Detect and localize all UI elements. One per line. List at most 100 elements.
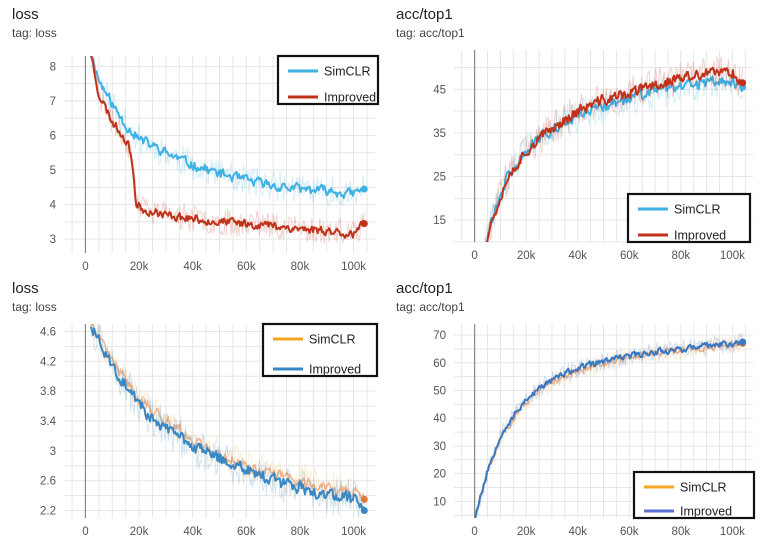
x-tick-label: 0	[82, 261, 88, 273]
series-raw-line	[90, 56, 365, 207]
x-tick-label: 20k	[517, 250, 536, 262]
legend-label: SimCLR	[309, 333, 356, 347]
legend-box	[261, 322, 379, 378]
series-line	[89, 326, 366, 511]
x-tick-label: 60k	[237, 526, 256, 538]
series-end-marker	[739, 79, 747, 87]
y-tick-label: 35	[433, 128, 446, 140]
y-tick-label: 4.6	[40, 326, 56, 338]
acc-chart-bottom: 0 20k 40k 60k 80k 100k 10 20 30 40 50 60 70 SimCLR Imp…	[433, 324, 756, 538]
series-line	[90, 56, 366, 239]
series-end-marker	[360, 507, 368, 515]
x-tick-label: 60k	[620, 250, 639, 262]
legend: SimCLR Improved	[276, 54, 380, 106]
y-tick-label: 20	[433, 469, 446, 481]
x-tick-label: 100k	[720, 250, 745, 262]
y-tick-label: 40	[433, 413, 446, 425]
x-tick-label: 100k	[720, 526, 745, 538]
chart-title: loss	[12, 6, 39, 23]
x-tick-label: 20k	[130, 526, 149, 538]
series-layer	[484, 55, 744, 242]
chart-title: loss	[12, 280, 39, 297]
y-tick-label: 2.2	[40, 506, 56, 518]
y-tick-label: 25	[433, 172, 446, 184]
x-tick-label: 20k	[130, 261, 149, 273]
series-layer	[90, 56, 366, 244]
x-tick-label: 0	[471, 526, 477, 538]
chart-panel-loss-top: loss tag: loss 0 20k 40k 60k 80k 100k 3 4 5 6 7 8 Si…	[12, 6, 387, 278]
series-line	[90, 56, 366, 200]
x-tick-label: 40k	[568, 526, 587, 538]
series-line	[474, 340, 743, 518]
y-tick-label: 2.6	[40, 476, 56, 488]
y-tick-label: 7	[50, 96, 56, 108]
legend-label: Improved	[324, 91, 376, 105]
y-tick-label: 6	[50, 130, 56, 142]
x-tick-label: 40k	[183, 526, 202, 538]
legend: SimCLR Improved	[632, 470, 756, 520]
series-raw-line	[90, 324, 365, 514]
x-tick-label: 100k	[341, 261, 366, 273]
legend-label: Improved	[680, 505, 732, 519]
series-end-marker	[360, 185, 368, 193]
series-raw-line	[484, 55, 744, 242]
chart-subtitle: tag: acc/top1	[396, 26, 465, 40]
x-tick-label: 80k	[291, 261, 310, 273]
series-end-marker	[739, 338, 747, 346]
y-tick-label: 3	[50, 446, 56, 458]
loss-chart-top: 0 20k 40k 60k 80k 100k 3 4 5 6 7 8 SimCLR Improved	[50, 54, 380, 273]
chart-panel-acc-bottom: acc/top1 tag: acc/top1 0 20k 40k 60k 80k 100k…	[396, 280, 771, 548]
x-tick-label: 60k	[237, 261, 256, 273]
x-tick-label: 20k	[517, 526, 536, 538]
y-tick-label: 8	[50, 61, 56, 73]
chart-subtitle: tag: loss	[12, 300, 57, 314]
y-tick-label: 4.2	[40, 356, 56, 368]
chart-title: acc/top1	[396, 6, 453, 23]
y-tick-label: 30	[433, 441, 446, 453]
chart-title: acc/top1	[396, 280, 453, 297]
y-tick-label: 70	[433, 330, 446, 342]
y-tick-label: 10	[433, 496, 446, 508]
series-line	[485, 66, 743, 242]
series-raw-line	[90, 56, 365, 244]
legend: SimCLR Improved	[261, 322, 379, 378]
x-tick-label: 0	[82, 526, 88, 538]
x-tick-label: 60k	[620, 526, 639, 538]
x-tick-label: 40k	[568, 250, 587, 262]
legend: SimCLR Improved	[626, 192, 752, 244]
x-tick-label: 80k	[672, 250, 691, 262]
series-layer	[89, 324, 366, 518]
legend-label: Improved	[674, 229, 726, 243]
legend-label: SimCLR	[680, 481, 727, 495]
acc-chart-top: 0 20k 40k 60k 80k 100k 15 25 35 45 SimCLR Improved	[433, 50, 753, 262]
y-tick-label: 3.4	[40, 416, 57, 428]
x-tick-label: 80k	[672, 526, 691, 538]
series-end-marker	[360, 220, 368, 228]
legend-label: SimCLR	[324, 65, 371, 79]
y-tick-label: 15	[433, 215, 446, 227]
x-tick-label: 80k	[291, 526, 310, 538]
y-tick-label: 45	[433, 84, 446, 96]
chart-subtitle: tag: loss	[12, 26, 57, 40]
x-tick-label: 0	[471, 250, 477, 262]
y-tick-label: 3.8	[40, 386, 56, 398]
legend-label: SimCLR	[674, 203, 721, 217]
y-tick-label: 50	[433, 386, 446, 398]
series-end-marker	[360, 495, 368, 503]
loss-chart-bottom: 0 20k 40k 60k 80k 100k 2.2 2.6 3 3.4 3.8 4.2 4.6 SimC…	[40, 322, 379, 538]
legend-label: Improved	[309, 363, 361, 377]
y-tick-label: 60	[433, 358, 446, 370]
series-line	[486, 75, 744, 242]
y-tick-label: 3	[50, 234, 56, 246]
y-tick-label: 5	[50, 165, 56, 177]
x-tick-label: 100k	[341, 526, 366, 538]
chart-panel-acc-top: acc/top1 tag: acc/top1 0 20k 40k 60k 80k 100k…	[396, 6, 771, 278]
series-raw-line	[90, 324, 365, 518]
series-raw-line	[484, 65, 744, 242]
y-tick-label: 4	[50, 200, 57, 212]
chart-panel-loss-bottom: loss tag: loss 0 20k 40k 60k 80k 100k 2.2 2.6 3 3…	[12, 280, 387, 548]
series-layer	[474, 333, 744, 518]
chart-subtitle: tag: acc/top1	[396, 300, 465, 314]
series-raw-line	[474, 333, 744, 518]
x-tick-label: 40k	[183, 261, 202, 273]
